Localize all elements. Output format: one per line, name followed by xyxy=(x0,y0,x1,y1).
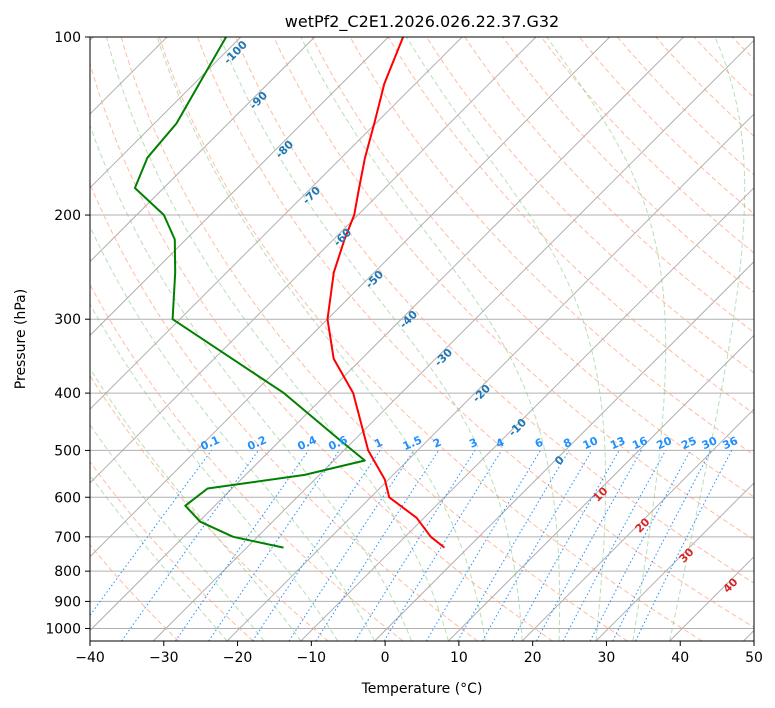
mixing-ratio-label: 30 xyxy=(700,434,720,452)
y-tick-label: 900 xyxy=(54,594,81,610)
x-tick-label: −10 xyxy=(297,650,327,666)
mixing-ratio-line xyxy=(90,450,212,617)
moist-adiabat-line xyxy=(90,225,376,641)
isotherm-line xyxy=(152,39,754,641)
y-tick-label: 600 xyxy=(54,490,81,506)
moist-adiabat-line xyxy=(90,367,302,641)
temperature-profile xyxy=(326,37,446,549)
x-tick-label: 50 xyxy=(745,650,763,666)
moist-adiabat-line xyxy=(90,474,228,641)
dry-adiabat-line xyxy=(90,374,329,641)
mixing-ratio-label: 13 xyxy=(608,434,627,452)
moist-adiabat-line xyxy=(90,423,265,641)
isotherm-line xyxy=(90,37,316,263)
x-tick-label: 0 xyxy=(381,650,390,666)
mixing-ratio-label: 10 xyxy=(581,434,601,452)
dry-adiabat-line xyxy=(311,37,754,498)
moist-adiabat-line xyxy=(105,37,449,641)
moist-adiabat-line xyxy=(156,37,486,641)
dry-adiabat-line xyxy=(90,62,553,641)
x-tick-label: −40 xyxy=(75,650,105,666)
isotherm-line xyxy=(595,482,754,641)
isotherm-line xyxy=(448,334,754,641)
isotherm-line xyxy=(90,37,611,558)
mixing-ratio-line xyxy=(383,450,503,641)
y-axis-label: Pressure (hPa) xyxy=(13,289,29,389)
y-tick-label: 300 xyxy=(54,312,81,328)
y-tick-label: 700 xyxy=(54,530,81,546)
isotherm-line xyxy=(300,187,754,641)
x-tick-label: −20 xyxy=(223,650,253,666)
isotherm-line xyxy=(90,37,685,632)
dewpoint-profile xyxy=(133,37,366,549)
mixing-ratio-label: 25 xyxy=(679,434,698,452)
plot-frame xyxy=(89,36,755,642)
axes: −40 −30 −20 −10 0 10 20 30 40 50 100 200 300 400 500 60… xyxy=(45,30,763,666)
mixing-ratio-line xyxy=(288,450,415,641)
isotherm-line xyxy=(521,408,754,641)
x-tick-label: 20 xyxy=(524,650,542,666)
mixing-ratio-line xyxy=(635,450,733,641)
isotherm-line xyxy=(226,113,754,641)
y-tick-label: 800 xyxy=(54,564,81,580)
x-tick-label: 30 xyxy=(598,650,616,666)
mixing-ratio-line xyxy=(562,450,667,641)
moist-adiabat-line xyxy=(300,37,561,641)
x-tick-label: −30 xyxy=(149,650,179,666)
dry-adiabat-line xyxy=(502,37,754,294)
x-tick-label: 10 xyxy=(450,650,468,666)
mixing-ratio-line xyxy=(315,450,440,641)
moist-adiabat-line xyxy=(219,37,523,641)
dry-adiabat-line xyxy=(90,182,479,641)
y-tick-label: 100 xyxy=(54,30,81,46)
profile-lines xyxy=(133,37,446,549)
dry-adiabat-line xyxy=(158,37,703,641)
dry-adiabat-line xyxy=(90,544,179,641)
mixing-ratio-line xyxy=(208,450,340,641)
dry-adiabat-line xyxy=(235,37,754,584)
isotherm-line xyxy=(374,260,754,641)
mixing-ratio-line xyxy=(252,450,381,641)
mixing-ratio-line xyxy=(174,450,309,641)
mixing-ratio-label: 20 xyxy=(655,434,675,452)
chart-title: wetPf2_C2E1.2026.026.22.37.G32 xyxy=(285,12,559,32)
x-axis-label: Temperature (°C) xyxy=(361,681,483,697)
mixing-ratio-label: 36 xyxy=(721,434,741,452)
dry-adiabat-line xyxy=(196,37,754,628)
mixing-ratio-line xyxy=(536,450,642,641)
y-tick-label: 400 xyxy=(54,386,81,402)
mixing-ratio-label: 16 xyxy=(630,434,650,452)
moist-adiabat-line xyxy=(669,37,746,641)
isotherm-line xyxy=(90,37,242,189)
isotherm-line xyxy=(90,37,537,484)
dry-adiabat-line xyxy=(120,37,628,641)
y-tick-label: 200 xyxy=(54,208,81,224)
dry-adiabat-line xyxy=(387,37,754,415)
moist-adiabat-line xyxy=(546,37,667,641)
mixing-ratio-line xyxy=(511,450,620,641)
mixing-ratio-line xyxy=(612,450,712,641)
mixing-ratio-line xyxy=(121,450,259,641)
moist-adiabat-line xyxy=(406,37,607,641)
isotherm-line xyxy=(90,37,390,337)
x-tick-label: 40 xyxy=(671,650,689,666)
y-tick-label: 1000 xyxy=(45,621,81,637)
y-tick-label: 500 xyxy=(54,443,81,459)
